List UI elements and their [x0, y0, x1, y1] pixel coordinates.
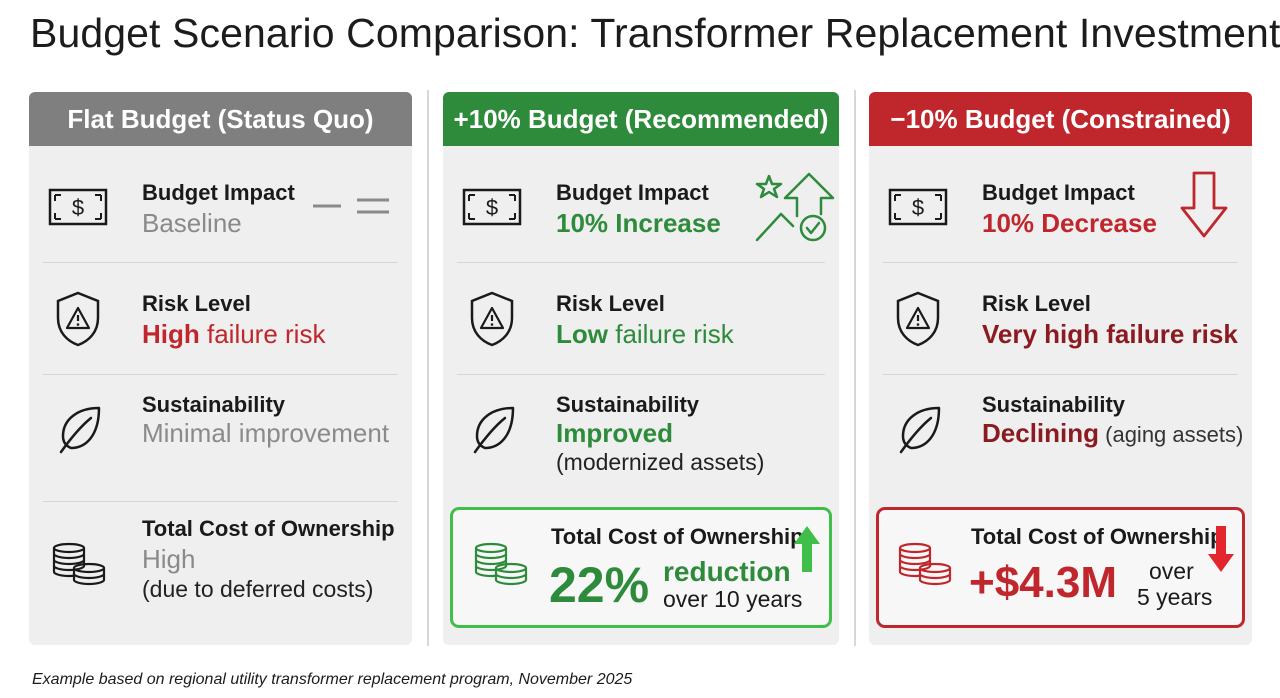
tco-period: 5 years — [1137, 584, 1213, 610]
tco-value: High — [142, 544, 196, 574]
money-bill-icon: $ — [462, 188, 522, 226]
budget-impact-label: Budget Impact — [982, 180, 1135, 205]
tco-reduction-word: reduction — [663, 556, 791, 587]
up-arrow-icon — [794, 526, 820, 572]
warning-shield-icon — [56, 291, 100, 347]
risk-level-value: High failure risk — [142, 319, 326, 349]
budget-impact-row: $ Budget Impact 10% Increase — [457, 172, 835, 266]
coins-icon — [474, 542, 528, 586]
budget-impact-value: 10% Decrease — [982, 208, 1157, 238]
down-arrow-icon — [1208, 526, 1234, 572]
sustainability-label: Sustainability — [142, 392, 286, 417]
budget-impact-label: Budget Impact — [556, 180, 709, 205]
leaf-icon — [59, 406, 101, 454]
risk-level-label: Risk Level — [556, 291, 665, 316]
tco-highlight-box: Total Cost of Ownership +$4.3M over 5 ye… — [876, 507, 1245, 628]
down-arrow-icon — [1180, 171, 1228, 238]
tco-period: over 10 years — [663, 586, 803, 612]
scenario-header: +10% Budget (Recommended) — [443, 92, 839, 146]
tco-highlight-box: Total Cost of Ownership 22% reduction ov… — [450, 507, 832, 628]
sustainability-row: Sustainability Minimal improvement — [43, 392, 398, 498]
risk-level-label: Risk Level — [982, 291, 1091, 316]
column-divider — [854, 90, 856, 646]
sustainability-row: Sustainability Improved (modernized asse… — [457, 392, 825, 498]
warning-shield-icon — [896, 291, 940, 347]
risk-level-row: Risk Level High failure risk — [43, 288, 398, 378]
sustainability-label: Sustainability — [982, 392, 1126, 417]
risk-level-row: Risk Level Very high failure risk — [883, 288, 1238, 378]
leaf-icon — [899, 406, 941, 454]
sustainability-value: Minimal improvement — [142, 418, 390, 448]
growth-star-arrow-icon — [755, 172, 835, 242]
sustainability-value: Declining (aging assets) — [982, 418, 1244, 448]
leaf-icon — [473, 406, 515, 454]
budget-impact-value: Baseline — [142, 208, 242, 238]
svg-text:$: $ — [486, 195, 498, 220]
scenario-header: −10% Budget (Constrained) — [869, 92, 1252, 146]
warning-shield-icon — [470, 291, 514, 347]
risk-level-label: Risk Level — [142, 291, 251, 316]
tco-label: Total Cost of Ownership — [142, 516, 395, 541]
row-divider — [457, 374, 825, 375]
budget-impact-row: $ Budget Impact 10% Decrease — [883, 171, 1238, 266]
page-title: Budget Scenario Comparison: Transformer … — [30, 10, 1280, 56]
money-bill-icon: $ — [48, 188, 108, 226]
row-divider — [43, 501, 398, 502]
scenario-header: Flat Budget (Status Quo) — [29, 92, 412, 146]
sustainability-value: Improved — [556, 418, 674, 448]
row-divider — [883, 262, 1238, 263]
sustainability-label: Sustainability — [556, 392, 700, 417]
row-divider — [43, 374, 398, 375]
svg-text:$: $ — [912, 195, 924, 220]
money-bill-icon: $ — [888, 188, 948, 226]
budget-impact-row: $ Budget Impact Baseline — [43, 176, 398, 266]
coins-icon — [52, 542, 106, 586]
tco-label: Total Cost of Ownership — [551, 524, 804, 549]
risk-level-row: Risk Level Low failure risk — [457, 288, 825, 378]
sustainability-row: Sustainability Declining (aging assets) — [883, 392, 1243, 498]
row-divider — [883, 374, 1238, 375]
row-divider — [457, 262, 825, 263]
scenario-flat: Flat Budget (Status Quo) $ Budget Impact… — [29, 92, 412, 645]
coins-icon — [898, 542, 952, 586]
budget-impact-value: 10% Increase — [556, 208, 721, 238]
tco-percent: 22% — [549, 557, 650, 613]
tco-row: Total Cost of Ownership High (due to def… — [43, 516, 398, 632]
equals-icon — [313, 198, 389, 214]
tco-note: (due to deferred costs) — [142, 576, 374, 602]
row-divider — [43, 262, 398, 263]
tco-amount: +$4.3M — [969, 558, 1117, 607]
svg-text:$: $ — [72, 195, 84, 220]
sustainability-note: (modernized assets) — [556, 449, 765, 475]
budget-impact-label: Budget Impact — [142, 180, 295, 205]
risk-level-value: Low failure risk — [556, 319, 734, 349]
tco-label: Total Cost of Ownership — [971, 524, 1224, 549]
risk-level-value: Very high failure risk — [982, 319, 1238, 349]
scenario-recommended: +10% Budget (Recommended) $ Budget Impac… — [443, 92, 839, 645]
scenario-constrained: −10% Budget (Constrained) $ Budget Impac… — [869, 92, 1252, 645]
column-divider — [427, 90, 429, 646]
footnote: Example based on regional utility transf… — [32, 671, 633, 688]
tco-over-word: over — [1149, 558, 1194, 584]
